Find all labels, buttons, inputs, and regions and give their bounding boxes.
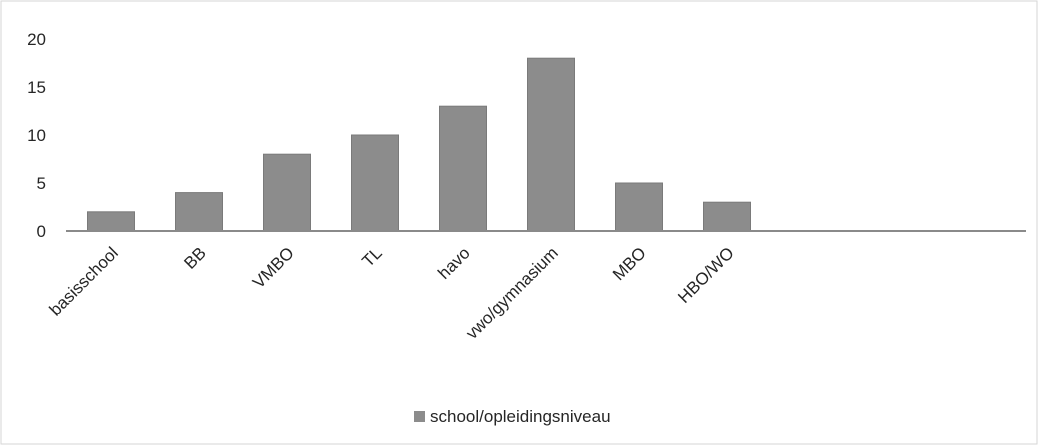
x-tick-label: HBO/WO (674, 243, 738, 307)
bar (439, 105, 487, 232)
x-tick-label: MBO (609, 243, 650, 284)
bar-series (87, 57, 751, 232)
y-tick-label: 20 (27, 30, 46, 49)
bar (703, 201, 751, 232)
x-tick-label: VMBO (249, 243, 298, 292)
y-tick-label: 15 (27, 78, 46, 97)
x-tick-label: vwo/gymnasium (462, 243, 562, 343)
bar (527, 57, 575, 232)
bar (175, 192, 223, 232)
y-tick-label: 10 (27, 126, 46, 145)
y-tick-label: 5 (37, 174, 46, 193)
bar (351, 134, 399, 232)
bar (263, 153, 311, 232)
y-tick-label: 0 (37, 222, 46, 241)
bar (615, 182, 663, 232)
x-tick-label: basisschool (46, 243, 122, 319)
x-tick-label: havo (434, 243, 474, 283)
y-axis-ticks: 0 5 10 15 20 (27, 30, 46, 241)
bar (87, 211, 135, 232)
x-tick-label: TL (358, 243, 385, 270)
legend-label: school/opleidingsniveau (430, 407, 611, 426)
legend-swatch (414, 411, 425, 422)
legend: school/opleidingsniveau (414, 407, 611, 426)
x-tick-label: BB (180, 243, 209, 272)
